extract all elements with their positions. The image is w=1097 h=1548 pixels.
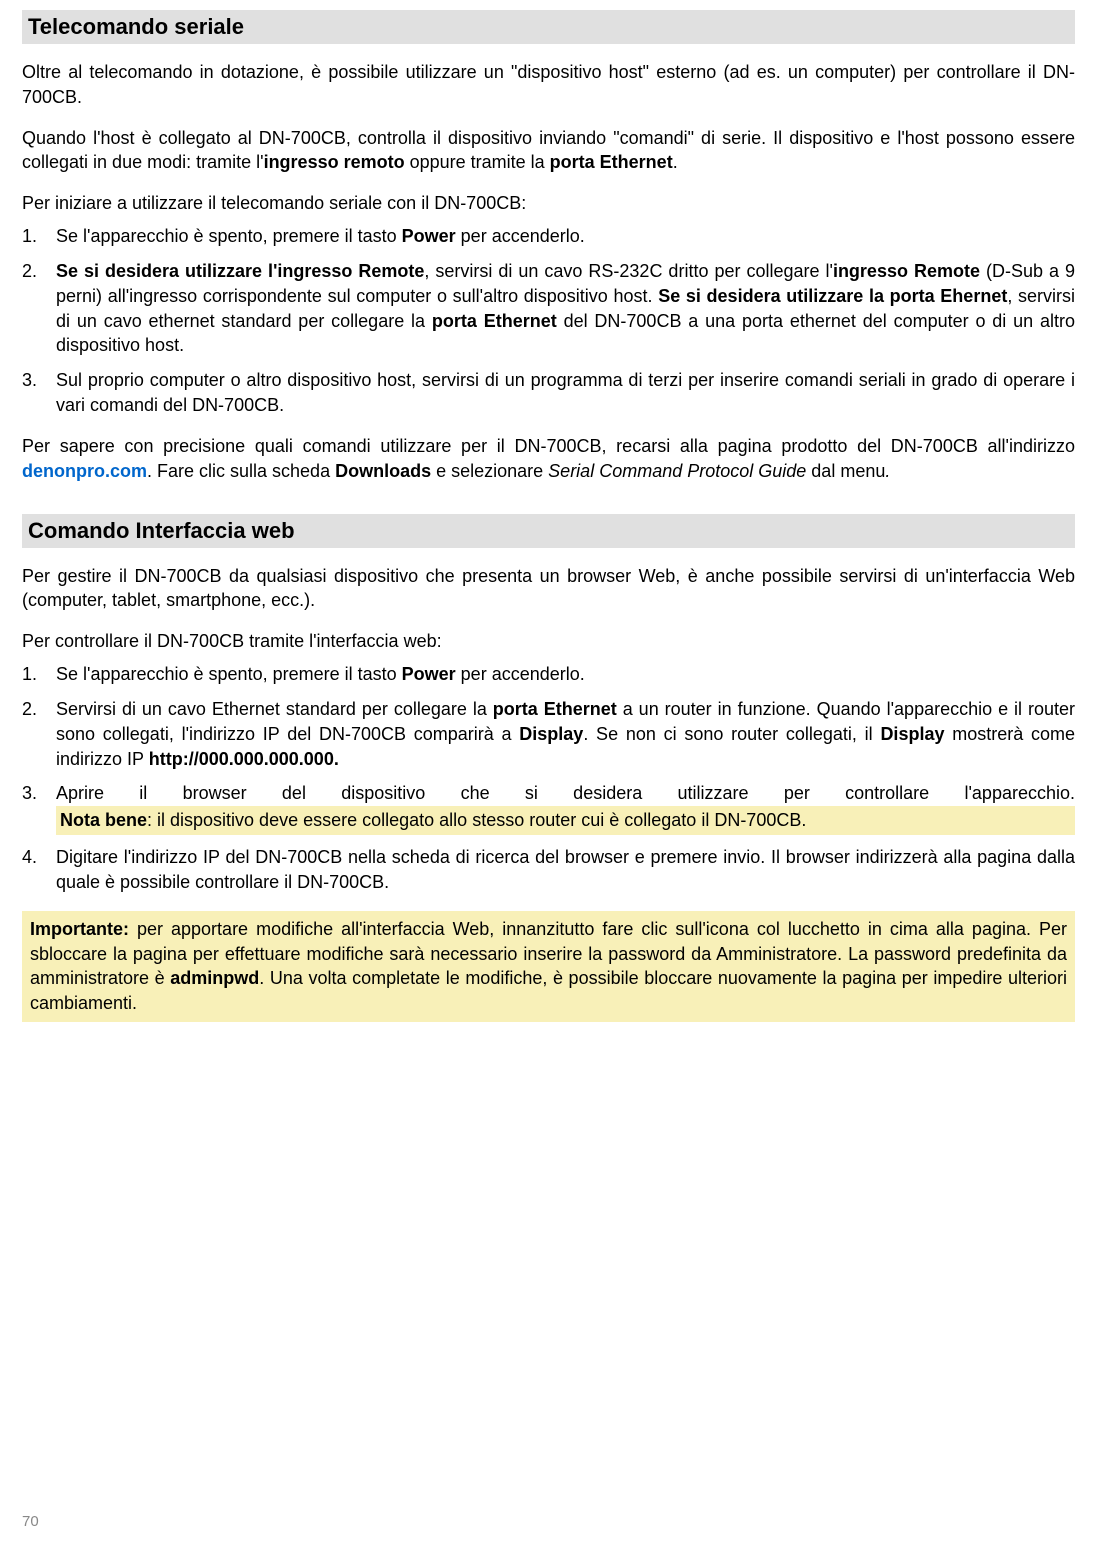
text-bold: Se si desidera utilizzare la porta Ehern…	[658, 286, 1007, 306]
text-bold: Power	[402, 226, 456, 246]
section1-para2: Quando l'host è collegato al DN-700CB, c…	[22, 126, 1075, 176]
text-bold: Importante:	[30, 919, 129, 939]
text-bold: porta Ethernet	[550, 152, 673, 172]
list-item: Aprire il browser del dispositivo che si…	[22, 781, 1075, 835]
list-item: Se l'apparecchio è spento, premere il ta…	[22, 662, 1075, 687]
text: e selezionare	[431, 461, 548, 481]
list-item: Se l'apparecchio è spento, premere il ta…	[22, 224, 1075, 249]
section1-para1: Oltre al telecomando in dotazione, è pos…	[22, 60, 1075, 110]
list-item: Se si desidera utilizzare l'ingresso Rem…	[22, 259, 1075, 358]
text-bold: adminpwd	[170, 968, 259, 988]
text-bold: Se si desidera utilizzare l'ingresso Rem…	[56, 261, 424, 281]
section1-intro: Per iniziare a utilizzare il telecomando…	[22, 191, 1075, 216]
note-highlight: Nota bene: il dispositivo deve essere co…	[56, 806, 1075, 835]
text-bold: Nota bene	[60, 810, 147, 830]
list-item: Digitare l'indirizzo IP del DN-700CB nel…	[22, 845, 1075, 895]
text: Servirsi di un cavo Ethernet standard pe…	[56, 699, 493, 719]
text-bold: Display	[880, 724, 944, 744]
text-bold: Display	[519, 724, 583, 744]
section2-ordered-list: Se l'apparecchio è spento, premere il ta…	[22, 662, 1075, 895]
section-heading-2: Comando Interfaccia web	[22, 514, 1075, 548]
text: oppure tramite la	[405, 152, 550, 172]
text: per accenderlo.	[456, 226, 585, 246]
text: : il dispositivo deve essere collegato a…	[147, 810, 806, 830]
text: per accenderlo.	[456, 664, 585, 684]
text: Per sapere con precisione quali comandi …	[22, 436, 1075, 456]
section2-para1: Per gestire il DN-700CB da qualsiasi dis…	[22, 564, 1075, 614]
important-box: Importante: per apportare modifiche all'…	[22, 911, 1075, 1022]
section1-ordered-list: Se l'apparecchio è spento, premere il ta…	[22, 224, 1075, 418]
text: . Se non ci sono router collegati, il	[583, 724, 880, 744]
text: Se l'apparecchio è spento, premere il ta…	[56, 226, 402, 246]
text: dal menu	[806, 461, 885, 481]
text: , servirsi di un cavo RS-232C dritto per…	[424, 261, 833, 281]
section1-closing: Per sapere con precisione quali comandi …	[22, 434, 1075, 484]
text-bold: porta Ethernet	[432, 311, 557, 331]
text-bold: http://000.000.000.000.	[149, 749, 339, 769]
text-bold: ingresso remoto	[264, 152, 405, 172]
text-bold: Power	[402, 664, 456, 684]
text-bold: porta Ethernet	[493, 699, 617, 719]
link-denonpro[interactable]: denonpro.com	[22, 461, 147, 481]
list-item: Sul proprio computer o altro dispositivo…	[22, 368, 1075, 418]
text: Se l'apparecchio è spento, premere il ta…	[56, 664, 402, 684]
text: . Fare clic sulla scheda	[147, 461, 335, 481]
text-bold: Downloads	[335, 461, 431, 481]
text: Aprire il browser del dispositivo che si…	[56, 783, 1075, 803]
text-italic: .	[885, 461, 890, 481]
text: .	[673, 152, 678, 172]
section-heading-1: Telecomando seriale	[22, 10, 1075, 44]
list-item: Servirsi di un cavo Ethernet standard pe…	[22, 697, 1075, 771]
section2-intro: Per controllare il DN-700CB tramite l'in…	[22, 629, 1075, 654]
page-number: 70	[22, 1513, 39, 1530]
text-bold: ingresso Remote	[833, 261, 980, 281]
text-italic: Serial Command Protocol Guide	[548, 461, 806, 481]
